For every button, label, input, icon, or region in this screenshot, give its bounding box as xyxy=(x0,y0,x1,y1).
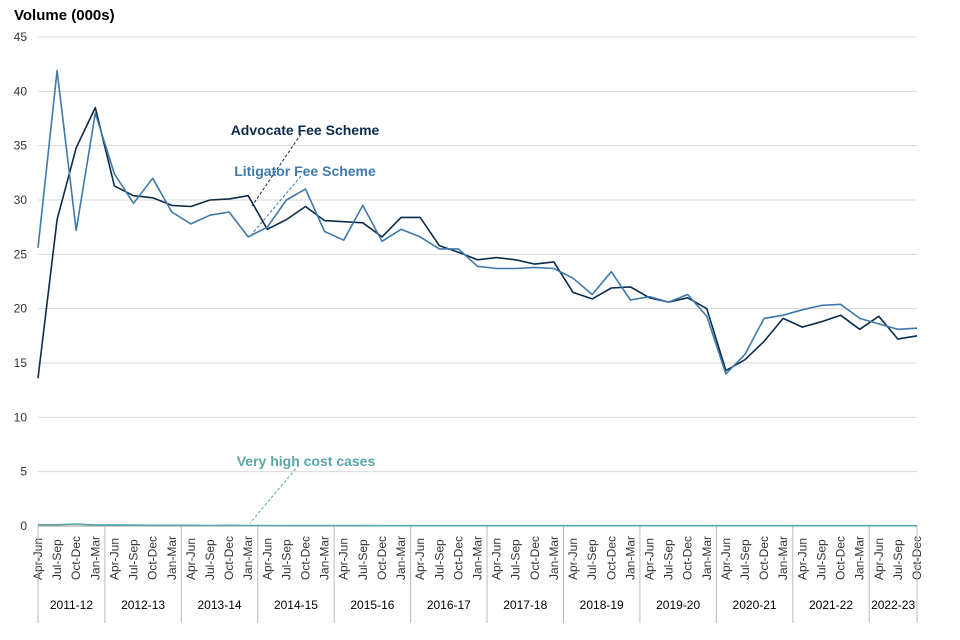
x-axis: Apr-Jun Jul-Sep Oct-Dec Jan-Mar Apr-Jun Jul-S… xyxy=(31,526,924,623)
x-tick-label: Jul-Sep xyxy=(50,539,64,580)
x-tick-label: Apr-Jun xyxy=(642,538,656,580)
year-label: 2012-13 xyxy=(121,598,165,612)
y-tick-label: 30 xyxy=(14,193,28,207)
y-tick-label: 5 xyxy=(20,465,27,479)
x-tick-label: Jul-Sep xyxy=(814,539,828,580)
x-tick-label: Jan-Mar xyxy=(165,536,179,580)
y-tick-label: 0 xyxy=(20,519,27,533)
series-label: Very high cost cases xyxy=(237,453,376,469)
series-label: Litigator Fee Scheme xyxy=(234,163,376,179)
x-tick-label: Apr-Jun xyxy=(719,538,733,580)
x-tick-label: Jul-Sep xyxy=(891,539,905,580)
series-label: Advocate Fee Scheme xyxy=(231,122,380,138)
x-tick-label: Oct-Dec xyxy=(299,536,313,580)
x-tick-label: Jul-Sep xyxy=(738,539,752,580)
label-leader-line xyxy=(251,175,302,235)
year-label: 2018-19 xyxy=(580,598,624,612)
x-tick-label: Oct-Dec xyxy=(146,536,160,580)
x-tick-label: Jul-Sep xyxy=(662,539,676,580)
x-tick-label: Jul-Sep xyxy=(509,539,523,580)
x-tick-label: Apr-Jun xyxy=(490,538,504,580)
x-tick-label: Apr-Jun xyxy=(260,538,274,580)
x-tick-label: Jul-Sep xyxy=(279,539,293,580)
series-line xyxy=(38,523,917,527)
x-tick-label: Apr-Jun xyxy=(337,538,351,580)
y-tick-label: 20 xyxy=(14,302,28,316)
label-leader-line xyxy=(251,133,302,207)
x-tick-label: Oct-Dec xyxy=(69,536,83,580)
y-tick-label: 15 xyxy=(14,356,28,370)
x-tick-label: Jul-Sep xyxy=(356,539,370,580)
y-tick-label: 25 xyxy=(14,247,28,261)
x-tick-label: Apr-Jun xyxy=(566,538,580,580)
y-axis-title: Volume (000s) xyxy=(14,7,115,24)
gridlines xyxy=(38,36,917,527)
x-tick-label: Jan-Mar xyxy=(853,536,867,580)
year-label: 2022-23 xyxy=(871,598,915,612)
x-tick-label: Jan-Mar xyxy=(241,536,255,580)
x-tick-label: Jan-Mar xyxy=(547,536,561,580)
x-tick-label: Jul-Sep xyxy=(432,539,446,580)
x-tick-label: Jan-Mar xyxy=(88,536,102,580)
year-label: 2013-14 xyxy=(198,598,242,612)
series-lines xyxy=(37,69,918,527)
x-tick-label: Jul-Sep xyxy=(203,539,217,580)
year-label: 2014-15 xyxy=(274,598,318,612)
x-tick-label: Jan-Mar xyxy=(318,536,332,580)
x-tick-label: Oct-Dec xyxy=(604,536,618,580)
x-tick-label: Oct-Dec xyxy=(375,536,389,580)
label-leader-line xyxy=(249,464,300,524)
y-axis-ticks: 0 5 10 15 20 25 30 35 40 45 xyxy=(14,30,28,533)
x-tick-label: Jan-Mar xyxy=(394,536,408,580)
year-label: 2016-17 xyxy=(427,598,471,612)
x-tick-label: Apr-Jun xyxy=(413,538,427,580)
y-tick-label: 45 xyxy=(14,30,28,44)
x-tick-label: Jul-Sep xyxy=(127,539,141,580)
x-tick-label: Apr-Jun xyxy=(795,538,809,580)
x-tick-label: Apr-Jun xyxy=(184,538,198,580)
x-tick-label: Oct-Dec xyxy=(222,536,236,580)
x-tick-label: Jul-Sep xyxy=(585,539,599,580)
x-tick-label: Jan-Mar xyxy=(700,536,714,580)
y-tick-label: 40 xyxy=(14,84,28,98)
x-tick-label: Oct-Dec xyxy=(834,536,848,580)
x-tick-label: Oct-Dec xyxy=(451,536,465,580)
x-tick-label: Apr-Jun xyxy=(872,538,886,580)
series-line xyxy=(37,106,918,379)
y-tick-label: 35 xyxy=(14,139,28,153)
series-labels: Advocate Fee Scheme Litigator Fee Scheme V… xyxy=(231,122,380,524)
series-line xyxy=(37,69,918,375)
year-label: 2019-20 xyxy=(656,598,700,612)
year-label: 2021-22 xyxy=(809,598,853,612)
year-label: 2017-18 xyxy=(503,598,547,612)
year-label: 2020-21 xyxy=(733,598,777,612)
y-tick-label: 10 xyxy=(14,410,28,424)
x-tick-label: Jan-Mar xyxy=(471,536,485,580)
x-tick-label: Oct-Dec xyxy=(757,536,771,580)
x-tick-label: Oct-Dec xyxy=(681,536,695,580)
x-tick-label: Jan-Mar xyxy=(623,536,637,580)
x-tick-label: Jan-Mar xyxy=(776,536,790,580)
year-label: 2011-12 xyxy=(50,598,93,612)
year-label: 2015-16 xyxy=(350,598,394,612)
x-tick-label: Oct-Dec xyxy=(528,536,542,580)
x-tick-label: Apr-Jun xyxy=(107,538,121,580)
